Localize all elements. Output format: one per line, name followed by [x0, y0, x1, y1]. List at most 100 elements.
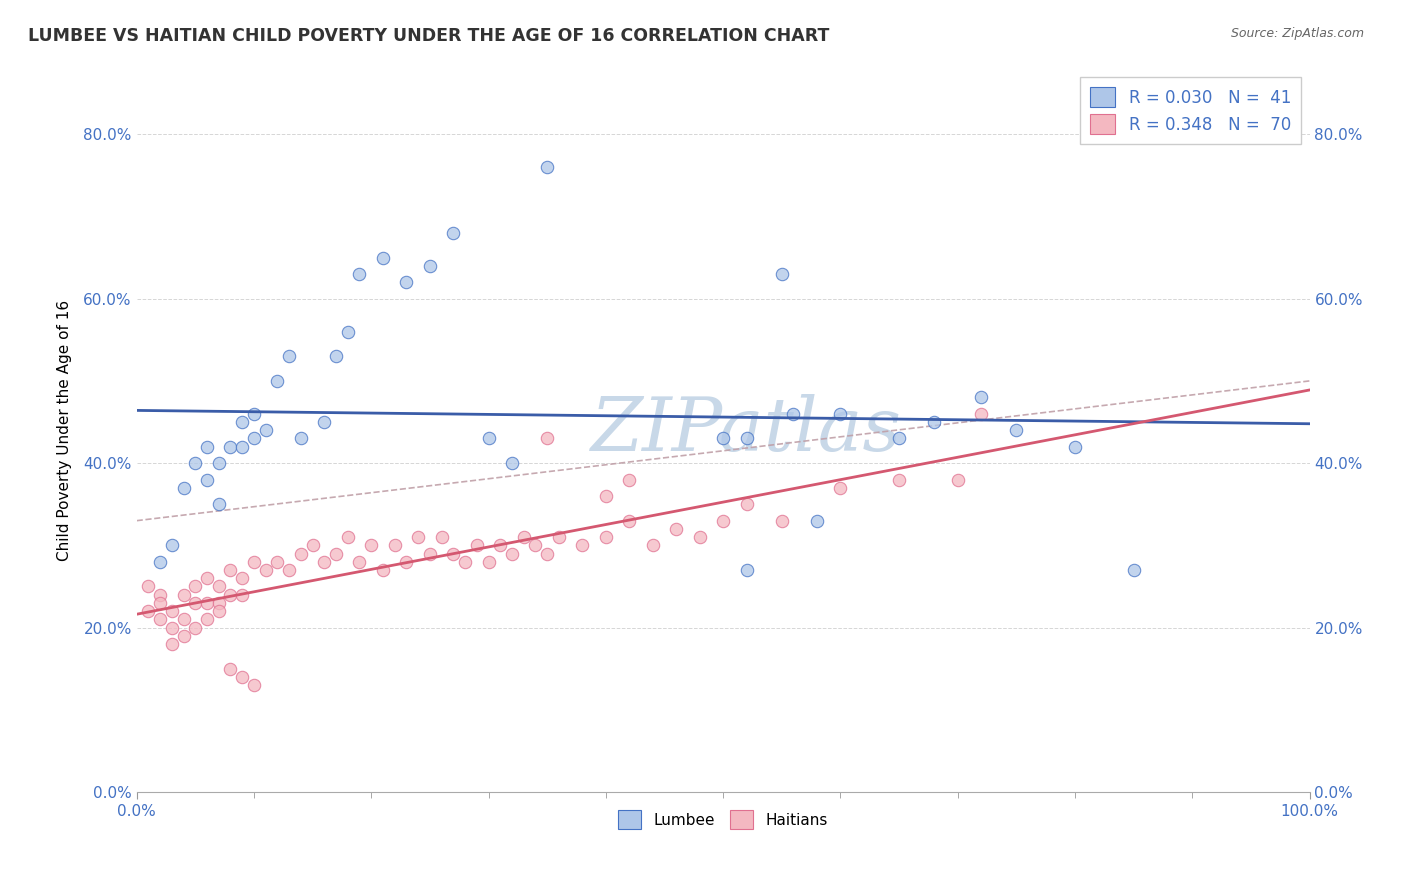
Point	[243, 555, 266, 569]
Point	[208, 497, 231, 511]
Point	[512, 530, 534, 544]
Point	[536, 432, 558, 446]
Point	[278, 563, 301, 577]
Point	[536, 547, 558, 561]
Point	[595, 489, 617, 503]
Point	[314, 555, 336, 569]
Point	[619, 473, 641, 487]
Point	[454, 555, 477, 569]
Point	[160, 538, 183, 552]
Point	[173, 481, 195, 495]
Point	[219, 662, 242, 676]
Point	[219, 563, 242, 577]
Point	[219, 588, 242, 602]
Point	[735, 432, 758, 446]
Point	[430, 530, 453, 544]
Point	[231, 588, 253, 602]
Point	[149, 588, 172, 602]
Point	[254, 563, 277, 577]
Point	[371, 563, 394, 577]
Point	[946, 473, 969, 487]
Point	[970, 407, 993, 421]
Point	[501, 547, 523, 561]
Point	[830, 481, 852, 495]
Point	[770, 267, 793, 281]
Point	[243, 407, 266, 421]
Point	[735, 563, 758, 577]
Point	[336, 325, 359, 339]
Point	[254, 423, 277, 437]
Point	[160, 637, 183, 651]
Legend: Lumbee, Haitians: Lumbee, Haitians	[612, 804, 834, 835]
Point	[325, 547, 347, 561]
Point	[477, 555, 499, 569]
Point	[149, 596, 172, 610]
Point	[301, 538, 323, 552]
Point	[231, 571, 253, 585]
Point	[419, 547, 441, 561]
Point	[184, 579, 207, 593]
Point	[524, 538, 547, 552]
Point	[735, 497, 758, 511]
Point	[711, 432, 734, 446]
Point	[325, 349, 347, 363]
Point	[195, 473, 218, 487]
Y-axis label: Child Poverty Under the Age of 16: Child Poverty Under the Age of 16	[58, 300, 72, 561]
Point	[266, 555, 288, 569]
Point	[195, 571, 218, 585]
Point	[266, 374, 288, 388]
Point	[595, 530, 617, 544]
Point	[184, 621, 207, 635]
Point	[243, 432, 266, 446]
Point	[231, 415, 253, 429]
Point	[149, 555, 172, 569]
Point	[290, 547, 312, 561]
Point	[184, 596, 207, 610]
Point	[465, 538, 488, 552]
Point	[1122, 563, 1144, 577]
Text: ZIPatlas: ZIPatlas	[591, 394, 903, 467]
Point	[571, 538, 593, 552]
Point	[314, 415, 336, 429]
Point	[887, 473, 910, 487]
Point	[360, 538, 382, 552]
Point	[349, 267, 371, 281]
Point	[547, 530, 569, 544]
Point	[160, 621, 183, 635]
Text: LUMBEE VS HAITIAN CHILD POVERTY UNDER THE AGE OF 16 CORRELATION CHART: LUMBEE VS HAITIAN CHILD POVERTY UNDER TH…	[28, 27, 830, 45]
Point	[489, 538, 512, 552]
Point	[830, 407, 852, 421]
Point	[195, 612, 218, 626]
Point	[689, 530, 711, 544]
Point	[278, 349, 301, 363]
Point	[138, 579, 160, 593]
Point	[173, 588, 195, 602]
Point	[477, 432, 499, 446]
Point	[384, 538, 406, 552]
Point	[231, 440, 253, 454]
Point	[641, 538, 664, 552]
Point	[173, 629, 195, 643]
Point	[1064, 440, 1087, 454]
Point	[173, 612, 195, 626]
Point	[138, 604, 160, 618]
Point	[619, 514, 641, 528]
Point	[441, 547, 464, 561]
Point	[336, 530, 359, 544]
Point	[782, 407, 804, 421]
Point	[395, 555, 418, 569]
Point	[195, 440, 218, 454]
Point	[665, 522, 688, 536]
Point	[395, 275, 418, 289]
Point	[208, 604, 231, 618]
Point	[501, 456, 523, 470]
Point	[160, 604, 183, 618]
Point	[243, 678, 266, 692]
Point	[770, 514, 793, 528]
Point	[195, 596, 218, 610]
Point	[419, 259, 441, 273]
Point	[887, 432, 910, 446]
Point	[922, 415, 945, 429]
Point	[219, 440, 242, 454]
Point	[441, 226, 464, 240]
